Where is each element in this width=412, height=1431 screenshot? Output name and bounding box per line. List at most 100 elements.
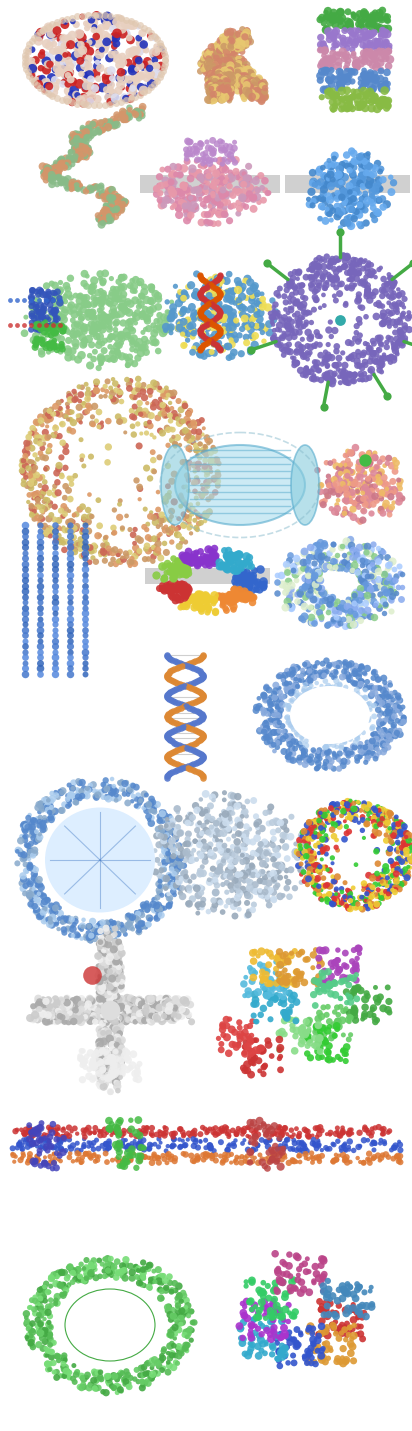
Point <box>290 1344 296 1367</box>
Point <box>70 528 77 551</box>
Point <box>223 72 230 94</box>
Point <box>37 77 44 100</box>
Point <box>106 328 113 351</box>
Point <box>91 77 98 100</box>
Point <box>351 584 357 607</box>
Point <box>127 778 133 801</box>
Point <box>322 856 328 879</box>
Point <box>205 54 211 77</box>
Point <box>108 1000 114 1023</box>
Point <box>113 197 120 220</box>
Point <box>342 255 349 278</box>
Point <box>61 308 67 331</box>
Point <box>199 687 205 710</box>
Point <box>265 1119 272 1142</box>
Point <box>352 29 359 52</box>
Point <box>270 309 277 332</box>
Point <box>138 916 145 939</box>
Point <box>178 527 185 550</box>
Point <box>337 1047 344 1070</box>
Point <box>127 73 134 96</box>
Point <box>239 29 245 52</box>
Point <box>34 74 40 97</box>
Point <box>354 150 360 173</box>
Point <box>368 263 375 286</box>
Point <box>304 558 311 581</box>
Point <box>216 47 222 70</box>
Point <box>358 577 365 600</box>
Point <box>197 824 203 847</box>
Point <box>320 856 326 879</box>
Point <box>260 684 267 707</box>
Point <box>136 912 143 934</box>
Point <box>115 1033 122 1056</box>
Point <box>311 286 318 309</box>
Point <box>342 353 348 376</box>
Point <box>217 283 223 306</box>
Point <box>372 176 379 199</box>
Point <box>75 36 82 59</box>
Point <box>115 977 122 1000</box>
Point <box>140 37 146 60</box>
Point <box>378 498 384 521</box>
Point <box>82 52 88 74</box>
Point <box>240 189 247 212</box>
Point <box>129 551 135 574</box>
Point <box>22 829 28 851</box>
Point <box>249 585 256 608</box>
Point <box>225 36 232 59</box>
Point <box>302 363 309 386</box>
Point <box>199 550 206 572</box>
Point <box>316 1026 323 1049</box>
Point <box>81 316 87 339</box>
Point <box>22 580 28 602</box>
Point <box>240 1056 247 1079</box>
Point <box>366 738 372 761</box>
Point <box>175 873 181 896</box>
Point <box>334 590 341 612</box>
Point <box>35 316 42 339</box>
Point <box>331 353 338 376</box>
Point <box>44 159 51 182</box>
Point <box>201 293 208 316</box>
Point <box>182 810 189 833</box>
Point <box>185 276 192 299</box>
Point <box>197 708 204 731</box>
Point <box>81 544 87 567</box>
Point <box>346 1319 352 1342</box>
Point <box>98 1058 105 1080</box>
Point <box>213 39 220 62</box>
Point <box>129 399 135 422</box>
Point <box>383 726 389 748</box>
Point <box>205 806 211 829</box>
Point <box>118 332 125 355</box>
Point <box>370 172 377 195</box>
Point <box>228 784 234 807</box>
Point <box>184 809 190 831</box>
Point <box>116 1112 122 1135</box>
Point <box>230 46 236 69</box>
Point <box>227 840 233 863</box>
Point <box>342 477 349 499</box>
Point <box>295 295 302 318</box>
Point <box>140 79 147 102</box>
Point <box>47 1315 54 1338</box>
Point <box>98 1006 105 1029</box>
Point <box>284 322 291 345</box>
Point <box>197 1130 204 1153</box>
Point <box>358 197 365 220</box>
Point <box>76 30 83 53</box>
Point <box>352 979 358 1002</box>
Point <box>33 47 39 70</box>
Point <box>318 580 325 602</box>
Point <box>306 582 312 605</box>
Point <box>330 893 336 916</box>
Point <box>369 892 375 914</box>
Point <box>226 26 232 49</box>
Point <box>110 1058 117 1080</box>
Point <box>52 640 58 663</box>
Point <box>89 1049 96 1072</box>
Point <box>319 829 326 851</box>
Point <box>173 555 179 578</box>
Point <box>101 311 108 333</box>
